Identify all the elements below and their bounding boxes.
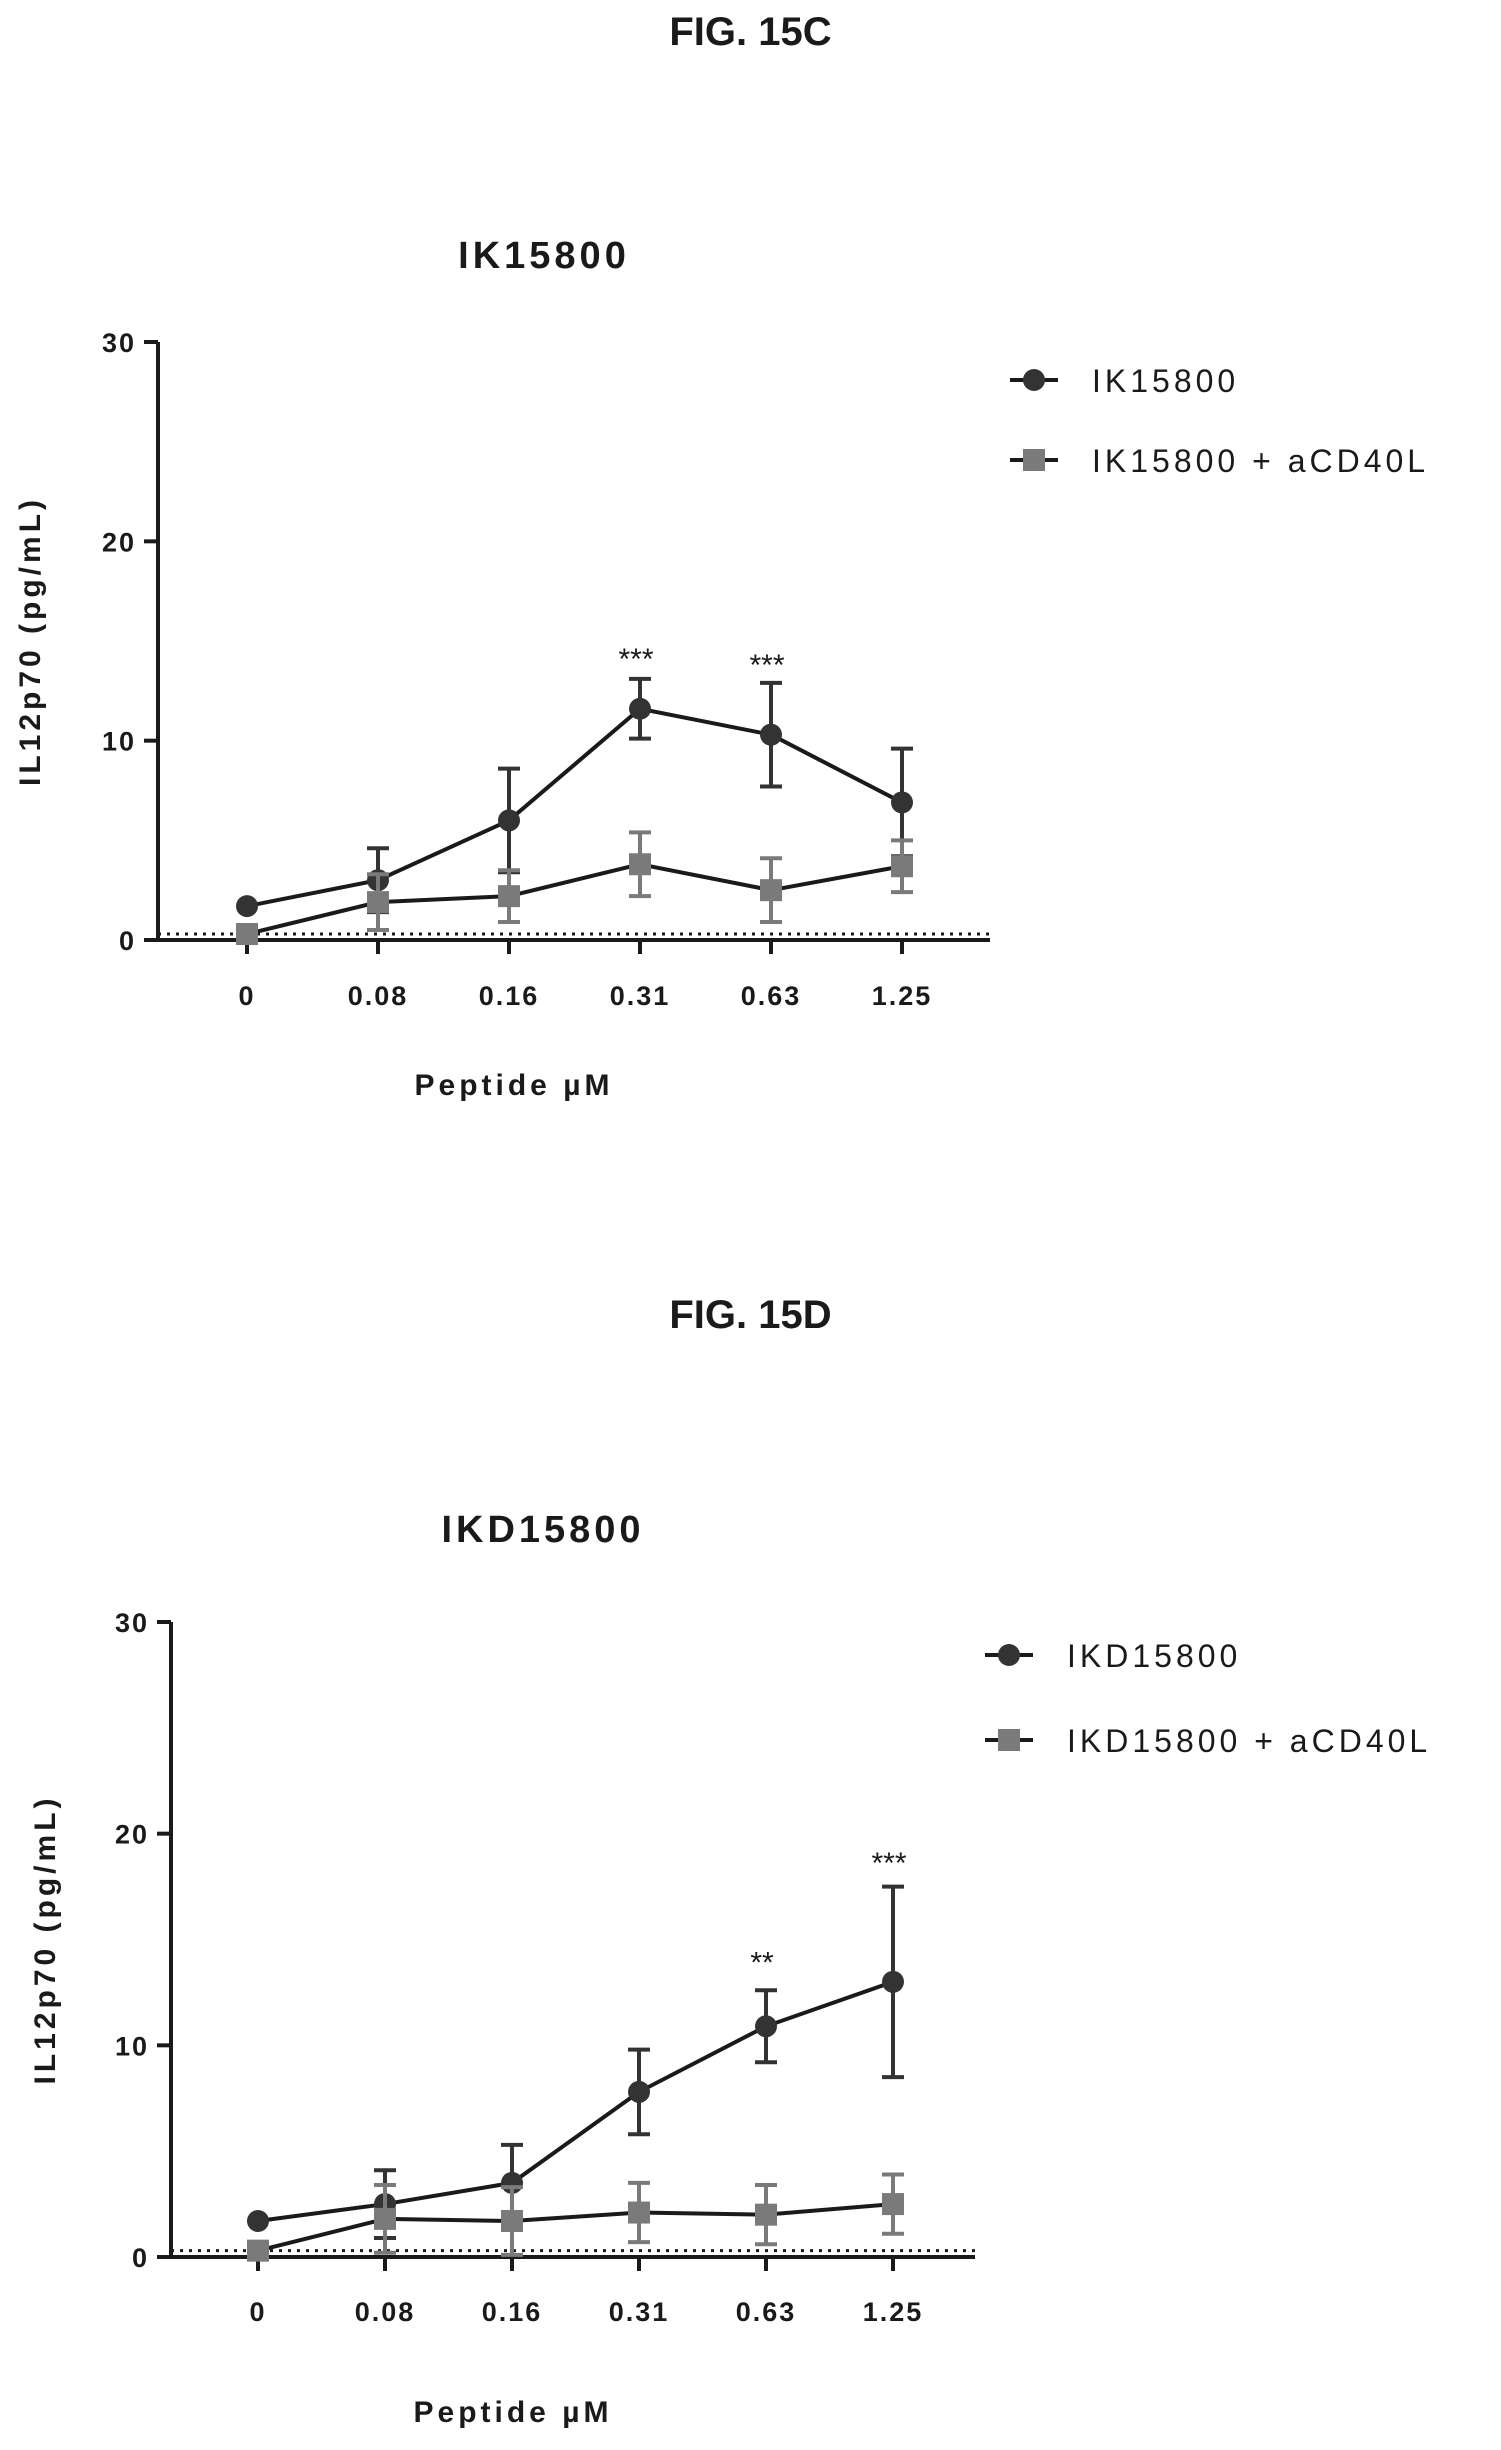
- data-point-circle: [498, 809, 520, 832]
- data-point-circle: [891, 791, 913, 814]
- x-tick-label: 0.08: [355, 2297, 416, 2327]
- legend-label-1: IKD15800: [1067, 1638, 1241, 1674]
- series-line-1: [257, 1979, 894, 2223]
- chart-ikd15800: IKD15800 0 10 20 30 0 0.08 0.16 0.31 0.63 1.25 Pept…: [29, 1509, 1431, 2429]
- data-point-square: [629, 853, 651, 876]
- x-tick-label: 0.31: [609, 2297, 670, 2327]
- legend-marker-circle: [1023, 369, 1045, 391]
- data-point-circle: [755, 2015, 777, 2038]
- x-axis-label: Peptide µM: [415, 1069, 614, 1102]
- data-point-square: [501, 2210, 523, 2233]
- x-tick-label: 0.63: [741, 981, 802, 1011]
- data-point-square: [891, 855, 913, 878]
- chart-title: IK15800: [458, 235, 630, 277]
- data-point-circle: [247, 2210, 269, 2233]
- data-point-square: [374, 2207, 396, 2230]
- legend-label-1: IK15800: [1092, 363, 1239, 399]
- figure-label-15c: FIG. 15C: [669, 10, 832, 54]
- data-point-square: [367, 891, 389, 914]
- data-point-circle: [760, 723, 782, 746]
- y-tick-label: 10: [102, 727, 136, 757]
- x-tick-label: 0.63: [736, 2297, 797, 2327]
- legend-marker-square: [998, 1729, 1020, 1751]
- data-point-square: [760, 879, 782, 902]
- data-point-circle: [236, 895, 258, 918]
- y-tick-label: 30: [115, 1608, 149, 1638]
- y-axis-label: IL12p70 (pg/mL): [29, 1794, 62, 2084]
- chart-ik15800: IK15800 0 10 20 30 0 0.08 0.16 0.31 0.63 1.25 Pepti…: [14, 235, 1429, 1102]
- y-tick-label: 20: [102, 527, 136, 557]
- x-tick-label: 0.16: [479, 981, 540, 1011]
- data-point-square: [236, 923, 258, 946]
- y-tick-label: 0: [119, 926, 136, 956]
- data-point-circle: [628, 2080, 650, 2103]
- x-tick-label: 0.31: [610, 981, 671, 1011]
- data-point-square: [755, 2203, 777, 2226]
- significance-marker: ***: [871, 1847, 906, 1880]
- data-point-circle: [882, 1970, 904, 1993]
- series-line-2: [257, 2202, 894, 2253]
- significance-marker: **: [750, 1946, 774, 1979]
- significance-marker: ***: [749, 649, 784, 682]
- chart-title: IKD15800: [441, 1509, 644, 1551]
- data-point-circle: [629, 697, 651, 720]
- y-tick-label: 10: [115, 2031, 149, 2061]
- significance-marker: ***: [618, 643, 653, 676]
- x-tick-label: 0: [249, 2297, 266, 2327]
- series-line-1: [246, 706, 903, 909]
- legend-label-2: IK15800 + aCD40L: [1092, 443, 1429, 479]
- x-tick-label: 1.25: [863, 2297, 924, 2327]
- x-tick-label: 0: [238, 981, 255, 1011]
- data-point-square: [882, 2193, 904, 2216]
- figure-label-15d: FIG. 15D: [669, 1293, 832, 1337]
- legend-marker-circle: [998, 1644, 1020, 1666]
- legend-label-2: IKD15800 + aCD40L: [1067, 1723, 1431, 1759]
- x-tick-label: 1.25: [872, 981, 933, 1011]
- legend-marker-square: [1023, 449, 1045, 471]
- series-line-2: [246, 862, 903, 936]
- data-point-square: [628, 2201, 650, 2224]
- y-tick-label: 20: [115, 1820, 149, 1850]
- x-tick-label: 0.16: [482, 2297, 543, 2327]
- x-tick-label: 0.08: [348, 981, 409, 1011]
- x-axis-label: Peptide µM: [414, 2396, 613, 2429]
- y-tick-label: 30: [102, 328, 136, 358]
- y-tick-label: 0: [132, 2243, 149, 2273]
- y-axis-label: IL12p70 (pg/mL): [14, 496, 47, 786]
- data-point-square: [247, 2239, 269, 2262]
- data-point-square: [498, 885, 520, 908]
